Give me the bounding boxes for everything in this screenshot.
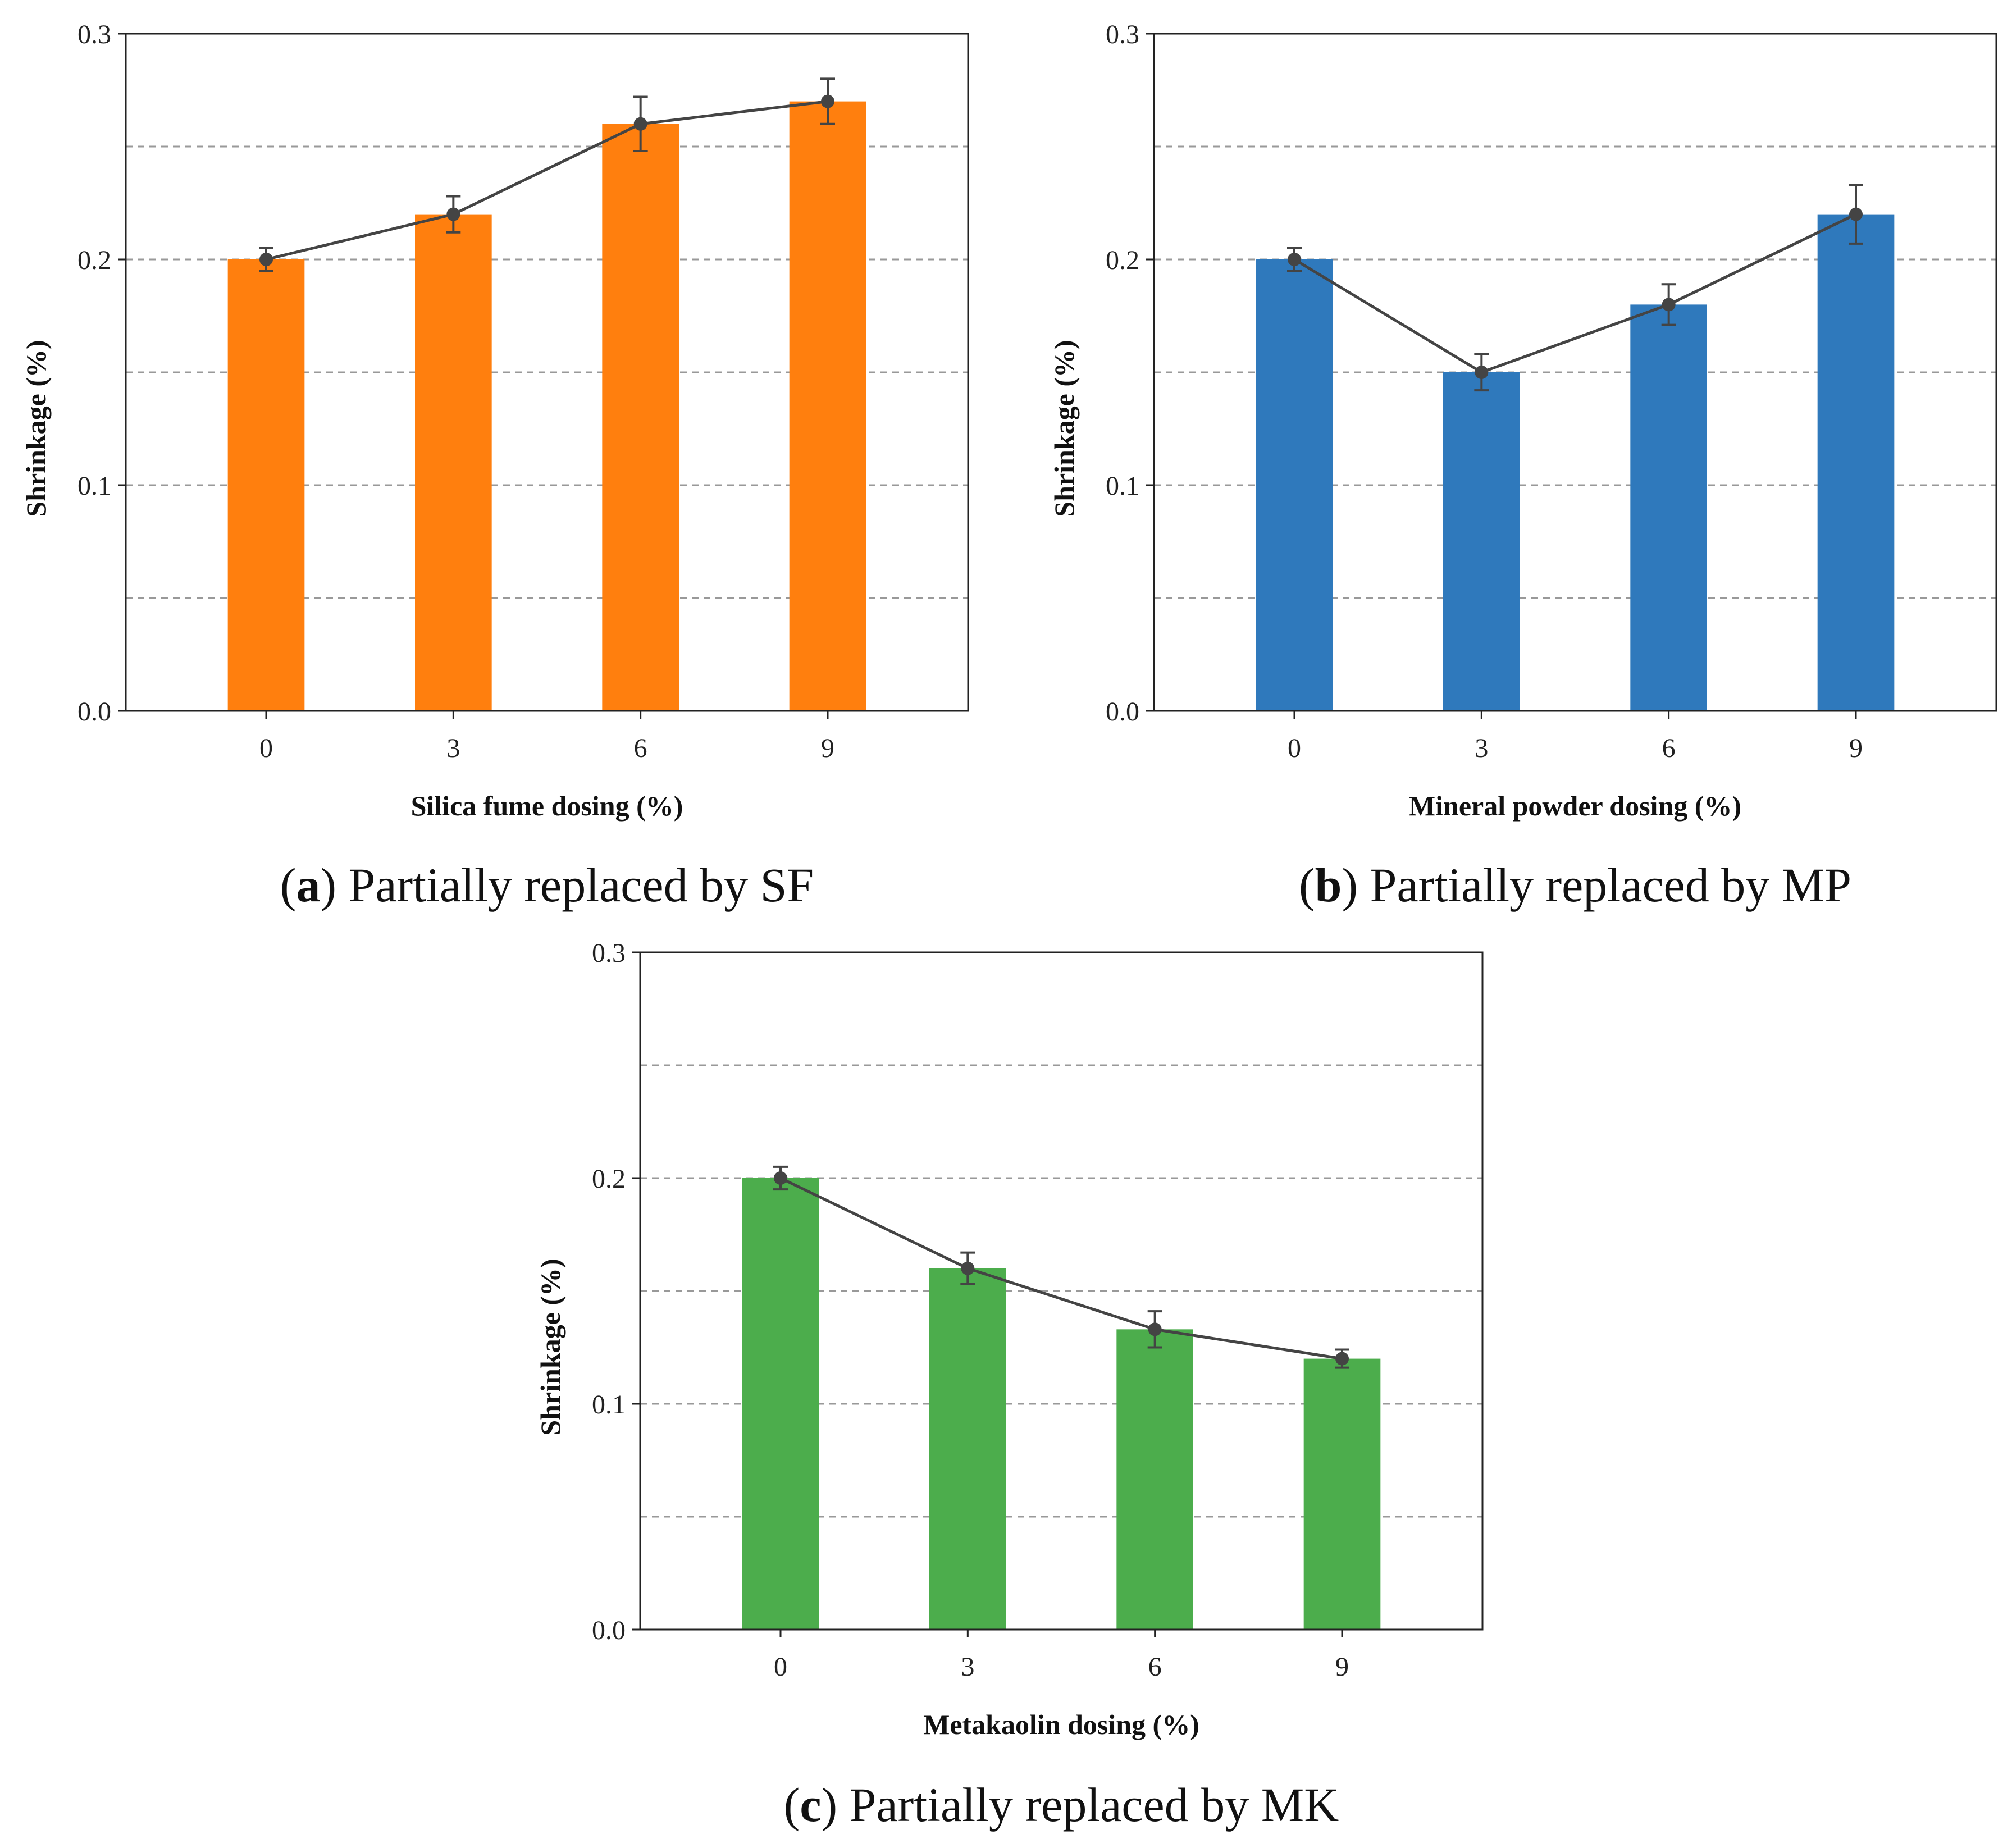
data-point-0 (1288, 253, 1301, 266)
y-tick-label: 0.2 (1106, 245, 1139, 275)
data-point-3 (1475, 366, 1489, 379)
bar-9 (1817, 214, 1895, 711)
x-tick-label: 6 (634, 733, 647, 763)
subfigure-caption: (a) Partially replaced by SF (280, 858, 814, 912)
trend-line (1293, 213, 1857, 374)
x-tick-label: 0 (774, 1652, 787, 1682)
x-axis-label: Mineral powder dosing (%) (1409, 790, 1741, 822)
x-tick-label: 3 (1475, 733, 1488, 763)
x-tick-label: 6 (1662, 733, 1676, 763)
y-tick-label: 0.0 (1106, 697, 1139, 727)
bar-3 (415, 214, 492, 711)
bar-0 (1256, 259, 1333, 711)
y-tick-label: 0.1 (592, 1390, 626, 1420)
y-axis-label: Shrinkage (%) (535, 1258, 566, 1435)
trend-line (266, 100, 828, 261)
caption-letter: a (296, 858, 320, 912)
x-tick-label: 3 (446, 733, 460, 763)
y-tick-label: 0.1 (77, 471, 111, 501)
subfigure-caption: (b) Partially replaced by MP (1299, 858, 1851, 912)
plot-frame (125, 33, 969, 712)
y-axis-label: Shrinkage (%) (20, 340, 52, 517)
caption-letter: c (800, 1778, 821, 1832)
chart-a-silica-fume: 0.0 0.1 0.2 0.3 0 3 6 9 Silica fume dosing (%) Sh… (20, 20, 969, 912)
x-tick-label: 9 (1849, 733, 1863, 763)
data-point-9 (1849, 207, 1863, 221)
x-tick-label: 3 (961, 1652, 974, 1682)
bar-6 (1116, 1329, 1193, 1630)
y-tick-label: 0.3 (1106, 20, 1139, 49)
chart-c-metakaolin: 0.0 0.1 0.2 0.3 0 3 6 9 Metakaolin dosing (%) Shr… (535, 938, 1484, 1832)
x-tick-label: 0 (1288, 733, 1301, 763)
y-axis-label: Shrinkage (%) (1048, 340, 1080, 517)
bar-3 (929, 1268, 1006, 1630)
x-axis-label: Silica fume dosing (%) (411, 790, 683, 822)
bar-3 (1443, 372, 1520, 711)
trend-line (779, 1176, 1343, 1361)
y-tick-label: 0.3 (592, 938, 626, 968)
subfigure-caption: (c) Partially replaced by MK (784, 1778, 1339, 1832)
x-tick-label: 6 (1148, 1652, 1162, 1682)
bar-0 (742, 1178, 819, 1630)
y-tick-label: 0.0 (592, 1616, 626, 1645)
bar-6 (1630, 304, 1707, 711)
x-axis-label: Metakaolin dosing (%) (923, 1709, 1199, 1740)
x-tick-label: 9 (821, 733, 834, 763)
y-tick-label: 0.0 (77, 697, 111, 727)
y-tick-label: 0.3 (77, 20, 111, 49)
plot-frame (639, 951, 1484, 1631)
caption-text: Partially replaced by MP (1370, 858, 1851, 912)
data-point-9 (1335, 1352, 1349, 1366)
data-point-6 (633, 117, 647, 131)
bar-9 (789, 101, 866, 711)
chart-b-mineral-powder: 0.0 0.1 0.2 0.3 0 3 6 9 Mineral powder dosing (%… (1048, 20, 1997, 912)
data-point-0 (774, 1171, 787, 1185)
data-point-3 (446, 207, 460, 221)
bar-6 (602, 124, 679, 711)
y-tick-label: 0.2 (592, 1164, 626, 1194)
bar-0 (227, 259, 305, 711)
caption-letter: b (1315, 858, 1342, 912)
data-point-3 (961, 1261, 975, 1275)
data-point-6 (1662, 298, 1676, 312)
data-point-0 (259, 253, 273, 266)
y-tick-label: 0.2 (77, 245, 111, 275)
x-tick-label: 0 (259, 733, 273, 763)
bar-9 (1303, 1358, 1381, 1630)
data-point-6 (1148, 1322, 1162, 1336)
caption-text: Partially replaced by SF (349, 858, 814, 912)
caption-text: Partially replaced by MK (850, 1778, 1339, 1832)
x-tick-label: 9 (1335, 1652, 1349, 1682)
y-tick-label: 0.1 (1106, 471, 1139, 501)
data-point-9 (821, 94, 834, 108)
plot-frame (1153, 33, 1997, 712)
